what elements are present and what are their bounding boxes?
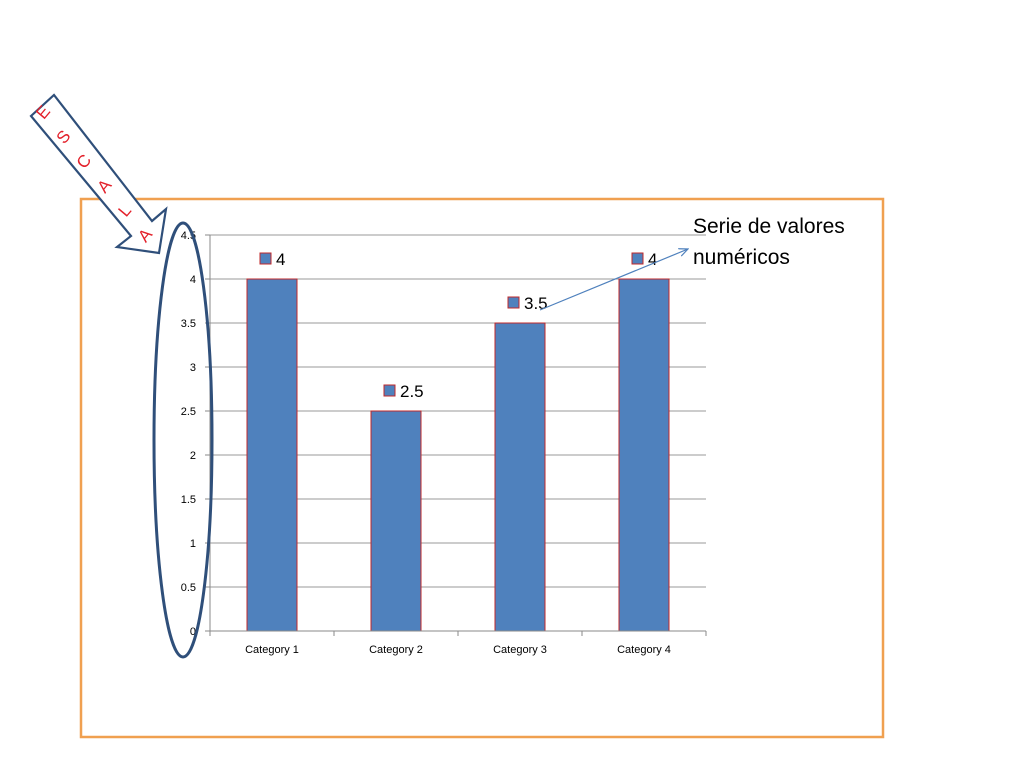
- x-tick-label: Category 1: [245, 644, 299, 656]
- series-callout: Serie de valores numéricos: [539, 215, 845, 311]
- y-tick-label: 0.5: [181, 582, 196, 594]
- data-label-marker: [631, 252, 644, 265]
- y-tick-label: 1: [190, 538, 196, 550]
- y-tick-label: 0: [190, 626, 196, 638]
- escala-arrow-shape: [29, 93, 168, 255]
- y-tick-label: 2.5: [181, 406, 196, 418]
- bars: [246, 278, 670, 632]
- callout-line-2: numéricos: [693, 246, 790, 269]
- scale-highlight-ellipse: [152, 221, 214, 659]
- bar: [494, 322, 546, 632]
- x-tick-labels: Category 1 Category 2 Category 3 Category 4: [245, 644, 671, 656]
- callout-arrow: [539, 249, 688, 311]
- bar-chart: 00.511.522.533.544.5 Category 1 Category …: [181, 230, 707, 656]
- bar: [246, 278, 298, 632]
- y-tick-label: 3.5: [181, 318, 196, 330]
- bar: [618, 278, 670, 632]
- y-tick-label: 4: [190, 274, 196, 286]
- data-label: 2.5: [400, 382, 424, 401]
- callout-line-1: Serie de valores: [693, 215, 845, 238]
- data-label: 3.5: [524, 294, 548, 313]
- y-tick-labels: 00.511.522.533.544.5: [181, 230, 196, 638]
- data-label-marker: [259, 252, 272, 265]
- x-tick-label: Category 3: [493, 644, 547, 656]
- data-labels: 4 2.5 3.5 4: [259, 250, 657, 401]
- bar: [370, 410, 422, 632]
- y-tick-label: 1.5: [181, 494, 196, 506]
- y-tick-label: 2: [190, 450, 196, 462]
- data-label: 4: [648, 250, 657, 269]
- y-tick-label: 3: [190, 362, 196, 374]
- data-label-marker: [507, 296, 520, 309]
- x-tick-label: Category 2: [369, 644, 423, 656]
- data-label-marker: [383, 384, 396, 397]
- chart-frame: [79, 197, 885, 739]
- data-label: 4: [276, 250, 285, 269]
- x-tick-label: Category 4: [617, 644, 671, 656]
